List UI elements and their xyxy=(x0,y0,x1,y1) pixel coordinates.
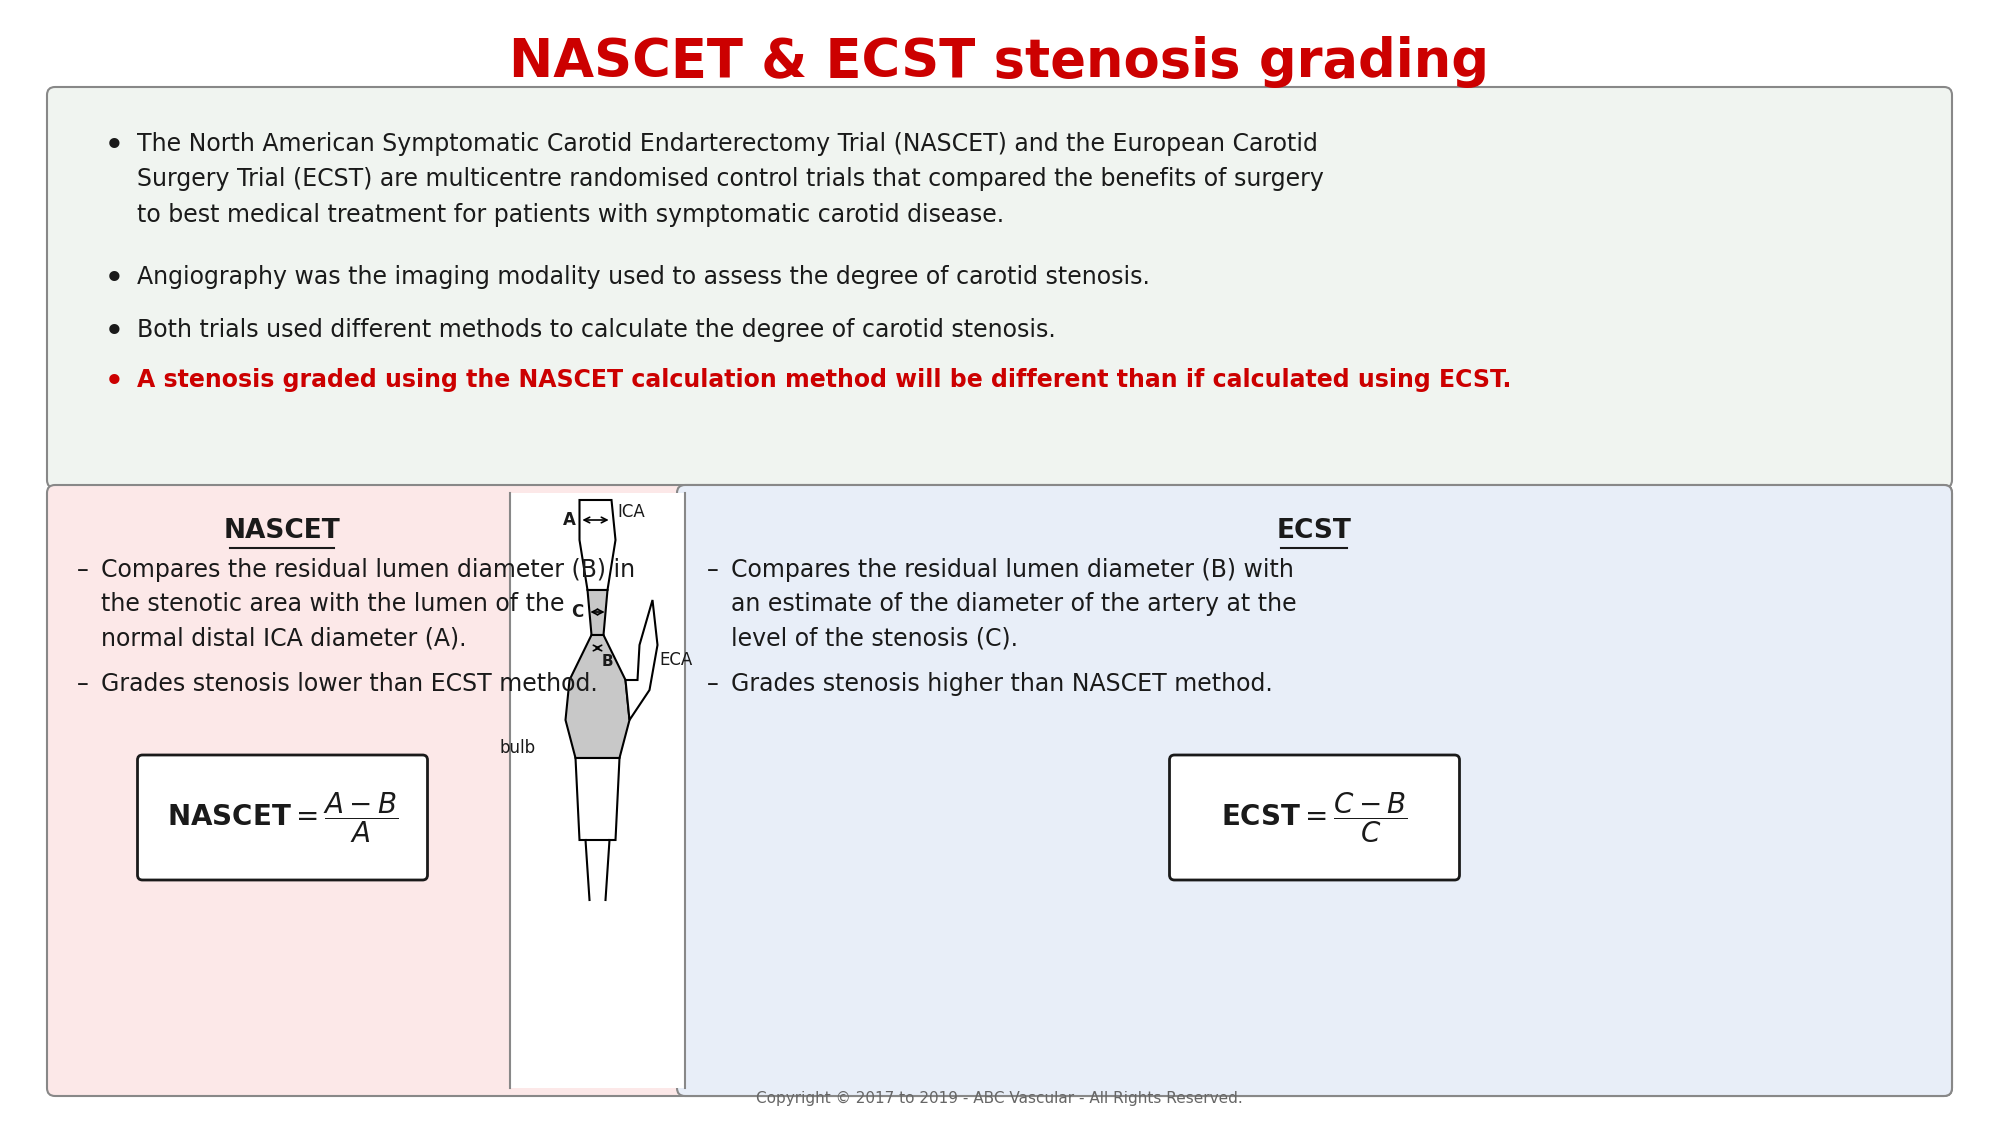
FancyBboxPatch shape xyxy=(1169,755,1459,880)
FancyBboxPatch shape xyxy=(48,485,1950,1096)
Text: •: • xyxy=(106,132,124,160)
Text: NASCET: NASCET xyxy=(224,518,342,544)
Text: •: • xyxy=(106,368,124,396)
Text: •: • xyxy=(106,318,124,346)
Text: Grades stenosis higher than NASCET method.: Grades stenosis higher than NASCET metho… xyxy=(731,672,1273,696)
Text: Compares the residual lumen diameter (B) in
the stenotic area with the lumen of : Compares the residual lumen diameter (B)… xyxy=(102,558,635,651)
Text: Both trials used different methods to calculate the degree of carotid stenosis.: Both trials used different methods to ca… xyxy=(138,318,1055,342)
Text: ECA: ECA xyxy=(659,651,693,669)
FancyBboxPatch shape xyxy=(677,485,1950,1096)
FancyBboxPatch shape xyxy=(138,755,428,880)
Polygon shape xyxy=(579,500,615,590)
Text: Copyright © 2017 to 2019 - ABC Vascular - All Rights Reserved.: Copyright © 2017 to 2019 - ABC Vascular … xyxy=(755,1090,1243,1106)
Text: –: – xyxy=(78,558,88,582)
Text: C: C xyxy=(571,603,583,621)
Text: –: – xyxy=(707,558,719,582)
Text: bulb: bulb xyxy=(500,739,535,757)
Text: The North American Symptomatic Carotid Endarterectomy Trial (NASCET) and the Eur: The North American Symptomatic Carotid E… xyxy=(138,132,1323,227)
Text: B: B xyxy=(601,655,613,669)
Polygon shape xyxy=(587,590,607,634)
Text: ICA: ICA xyxy=(617,503,645,521)
Polygon shape xyxy=(575,758,619,840)
Text: NASCET & ECST stenosis grading: NASCET & ECST stenosis grading xyxy=(509,36,1489,88)
Text: Angiography was the imaging modality used to assess the degree of carotid stenos: Angiography was the imaging modality use… xyxy=(138,266,1149,289)
Text: Compares the residual lumen diameter (B) with
an estimate of the diameter of the: Compares the residual lumen diameter (B)… xyxy=(731,558,1297,651)
Text: Grades stenosis lower than ECST method.: Grades stenosis lower than ECST method. xyxy=(102,672,597,696)
FancyBboxPatch shape xyxy=(509,493,685,1088)
FancyBboxPatch shape xyxy=(48,87,1950,488)
Text: ECST: ECST xyxy=(1277,518,1351,544)
Text: •: • xyxy=(106,266,124,292)
Polygon shape xyxy=(565,634,629,758)
Polygon shape xyxy=(625,600,657,720)
Text: A: A xyxy=(561,511,575,529)
Text: $\mathbf{NASCET} = \dfrac{A - B}{A}$: $\mathbf{NASCET} = \dfrac{A - B}{A}$ xyxy=(168,790,398,845)
Text: –: – xyxy=(78,672,88,696)
Text: $\mathbf{ECST} = \dfrac{C - B}{C}$: $\mathbf{ECST} = \dfrac{C - B}{C}$ xyxy=(1221,790,1407,845)
Text: A stenosis graded using the NASCET calculation method will be different than if : A stenosis graded using the NASCET calcu… xyxy=(138,368,1510,391)
Text: –: – xyxy=(707,672,719,696)
